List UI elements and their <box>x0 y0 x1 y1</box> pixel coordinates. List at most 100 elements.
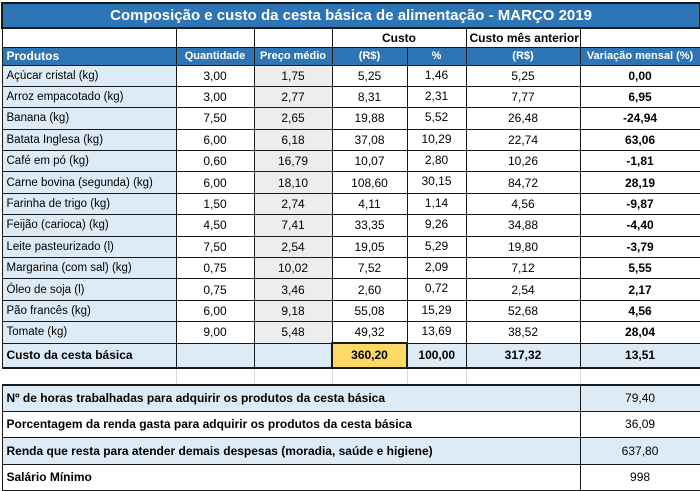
summary-label-cell: Renda que resta para atender demais desp… <box>1 437 581 465</box>
col-header-preco-medio: Preço médio <box>253 46 333 66</box>
quantity-cell: 6,00 <box>175 128 255 152</box>
product-rows: Açúcar cristal (kg) 3,00 1,75 5,25 1,46 … <box>1 64 700 344</box>
title-row: Composição e custo da cesta básica de al… <box>0 2 700 29</box>
cost-cell: 19,88 <box>331 107 408 130</box>
variation-cell: 2,17 <box>579 278 700 301</box>
group-header-empty-quantidade <box>175 27 255 48</box>
total-section: Custo da cesta básica 360,20 100,00 317,… <box>1 342 700 385</box>
prev-cost-cell: 5,25 <box>465 64 581 87</box>
product-row: Pão francês (kg) 6,00 9,18 55,08 15,29 5… <box>1 299 700 323</box>
product-name-cell: Arroz empacotado (kg) <box>1 85 177 109</box>
cost-cell: 4,11 <box>331 192 408 216</box>
prev-cost-cell: 7,12 <box>465 257 581 280</box>
total-variation-cell: 13,51 <box>579 342 700 369</box>
product-row: Café em pó (kg) 0,60 16,79 10,07 2,80 10… <box>1 150 700 173</box>
product-name-cell: Pão francês (kg) <box>1 299 177 323</box>
variation-cell: -3,79 <box>579 235 700 259</box>
variation-cell: -1,81 <box>579 150 700 173</box>
product-name-cell: Leite pasteurizado (l) <box>1 235 177 259</box>
summary-value-cell: 79,40 <box>579 383 700 412</box>
summary-row: Porcentagem da renda gasta para adquirir… <box>1 410 700 439</box>
col-header-anterior-rs: (R$) <box>465 46 581 66</box>
quantity-cell: 7,50 <box>175 107 255 130</box>
col-header-custo-rs: (R$) <box>331 46 408 66</box>
product-row: Açúcar cristal (kg) 3,00 1,75 5,25 1,46 … <box>1 64 700 87</box>
spacer-row <box>2 367 700 385</box>
prev-cost-cell: 10,26 <box>465 150 581 173</box>
group-header-custo: Custo <box>331 27 467 48</box>
summary-rows: Nº de horas trabalhadas para adquirir os… <box>1 383 700 491</box>
col-header-quantidade: Quantidade <box>175 46 255 66</box>
avg-price-cell: 2,65 <box>253 107 333 130</box>
avg-price-cell: 10,02 <box>253 257 333 280</box>
product-row: Margarina (com sal) (kg) 0,75 10,02 7,52… <box>1 257 700 280</box>
product-name-cell: Tomate (kg) <box>1 321 177 344</box>
quantity-cell: 3,00 <box>175 64 255 87</box>
quantity-cell: 6,00 <box>175 299 255 323</box>
total-label-cell: Custo da cesta básica <box>1 342 177 369</box>
cost-cell: 33,35 <box>331 214 408 237</box>
col-header-variacao-mensal: Variação mensal (%) <box>579 46 700 66</box>
quantity-cell: 0,75 <box>175 278 255 301</box>
group-header-empty-produtos <box>1 27 177 48</box>
product-name-cell: Carne bovina (segunda) (kg) <box>1 171 177 194</box>
product-row: Leite pasteurizado (l) 7,50 2,54 19,05 5… <box>1 235 700 259</box>
variation-cell: 28,04 <box>579 321 700 344</box>
cost-pct-cell: 1,46 <box>406 64 467 87</box>
avg-price-cell: 6,18 <box>253 128 333 152</box>
variation-cell: 28,19 <box>579 171 700 194</box>
cost-cell: 10,07 <box>331 150 408 173</box>
quantity-cell: 1,50 <box>175 192 255 216</box>
total-quantity-cell <box>175 342 255 369</box>
cost-pct-cell: 15,29 <box>406 299 467 323</box>
total-cost-cell: 360,20 <box>331 342 408 369</box>
cost-cell: 5,25 <box>331 64 408 87</box>
variation-cell: -4,40 <box>579 214 700 237</box>
quantity-cell: 0,75 <box>175 257 255 280</box>
col-header-produtos: Produtos <box>1 46 177 66</box>
cost-pct-cell: 1,14 <box>406 192 467 216</box>
cost-pct-cell: 5,29 <box>406 235 467 259</box>
variation-cell: 0,00 <box>579 64 700 87</box>
avg-price-cell: 9,18 <box>253 299 333 323</box>
cost-cell: 2,60 <box>331 278 408 301</box>
product-row: Óleo de soja (l) 0,75 3,46 2,60 0,72 2,5… <box>1 278 700 301</box>
product-row: Farinha de trigo (kg) 1,50 2,74 4,11 1,1… <box>1 192 700 216</box>
product-row: Arroz empacotado (kg) 3,00 2,77 8,31 2,3… <box>1 85 700 109</box>
avg-price-cell: 3,46 <box>253 278 333 301</box>
cost-pct-cell: 13,69 <box>406 321 467 344</box>
quantity-cell: 9,00 <box>175 321 255 344</box>
summary-label-cell: Salário Mínimo <box>1 463 581 491</box>
product-row: Carne bovina (segunda) (kg) 6,00 18,10 1… <box>1 171 700 194</box>
cost-pct-cell: 5,52 <box>406 107 467 130</box>
total-avg-price-cell <box>253 342 333 369</box>
prev-cost-cell: 26,48 <box>465 107 581 130</box>
avg-price-cell: 7,41 <box>253 214 333 237</box>
prev-cost-cell: 84,72 <box>465 171 581 194</box>
avg-price-cell: 5,48 <box>253 321 333 344</box>
summary-value-cell: 637,80 <box>579 437 700 465</box>
avg-price-cell: 16,79 <box>253 150 333 173</box>
product-row: Batata Inglesa (kg) 6,00 6,18 37,08 10,2… <box>1 128 700 152</box>
summary-value-cell: 998 <box>579 463 700 491</box>
prev-cost-cell: 2,54 <box>465 278 581 301</box>
product-name-cell: Óleo de soja (l) <box>1 278 177 301</box>
cost-cell: 37,08 <box>331 128 408 152</box>
variation-cell: 63,06 <box>579 128 700 152</box>
prev-cost-cell: 22,74 <box>465 128 581 152</box>
summary-label-cell: Nº de horas trabalhadas para adquirir os… <box>1 383 581 412</box>
product-row: Tomate (kg) 9,00 5,48 49,32 13,69 38,52 … <box>1 321 700 344</box>
cost-pct-cell: 0,72 <box>406 278 467 301</box>
avg-price-cell: 2,54 <box>253 235 333 259</box>
variation-cell: 6,95 <box>579 85 700 109</box>
quantity-cell: 3,00 <box>175 85 255 109</box>
group-header-empty-variacao <box>579 27 700 48</box>
cost-cell: 49,32 <box>331 321 408 344</box>
quantity-cell: 6,00 <box>175 171 255 194</box>
total-prev-cost-cell: 317,32 <box>465 342 581 369</box>
cost-cell: 19,05 <box>331 235 408 259</box>
product-row: Feijão (carioca) (kg) 4,50 7,41 33,35 9,… <box>1 214 700 237</box>
product-name-cell: Batata Inglesa (kg) <box>1 128 177 152</box>
col-header-custo-pct: % <box>406 46 467 66</box>
